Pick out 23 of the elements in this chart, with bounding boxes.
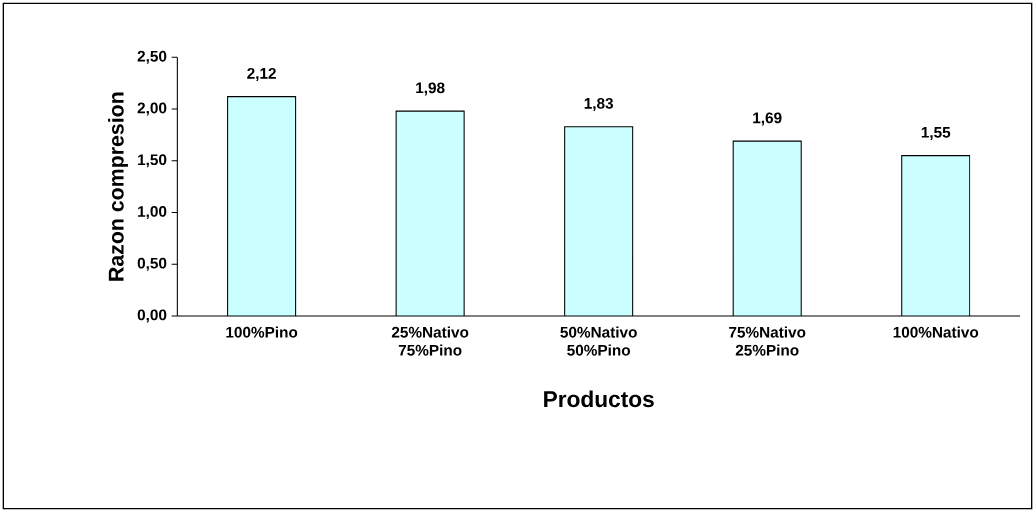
data-label: 1,83 bbox=[584, 97, 614, 112]
bar bbox=[901, 155, 971, 316]
y-tick-label: 1,00 bbox=[138, 206, 167, 220]
x-tick-label: 25%Nativo 75%Pino bbox=[391, 326, 469, 356]
x-tick-label: 75%Nativo 25%Pino bbox=[729, 326, 806, 356]
x-axis-title: Productos bbox=[544, 390, 654, 408]
y-tick-label: 1,50 bbox=[138, 154, 167, 168]
x-tick-label: 50%Nativo 50%Pino bbox=[560, 326, 637, 356]
data-label: 1,55 bbox=[921, 127, 951, 140]
y-tick-label: 0,50 bbox=[137, 257, 167, 271]
y-tick-label: 0,00 bbox=[137, 309, 167, 323]
data-label: 2,12 bbox=[247, 67, 276, 81]
bar bbox=[227, 96, 296, 316]
data-label: 1,98 bbox=[416, 82, 445, 96]
bar bbox=[733, 141, 802, 316]
x-tick-label: 100%Nativo bbox=[893, 326, 979, 338]
data-label: 1,69 bbox=[753, 112, 782, 126]
y-tick-label: 2,00 bbox=[137, 102, 167, 116]
bar bbox=[396, 111, 465, 316]
bar bbox=[564, 126, 633, 316]
y-axis-title: Razon compresion bbox=[108, 92, 128, 281]
x-tick-label: 100%Pino bbox=[226, 326, 298, 338]
y-tick-label: 2,50 bbox=[137, 50, 167, 64]
